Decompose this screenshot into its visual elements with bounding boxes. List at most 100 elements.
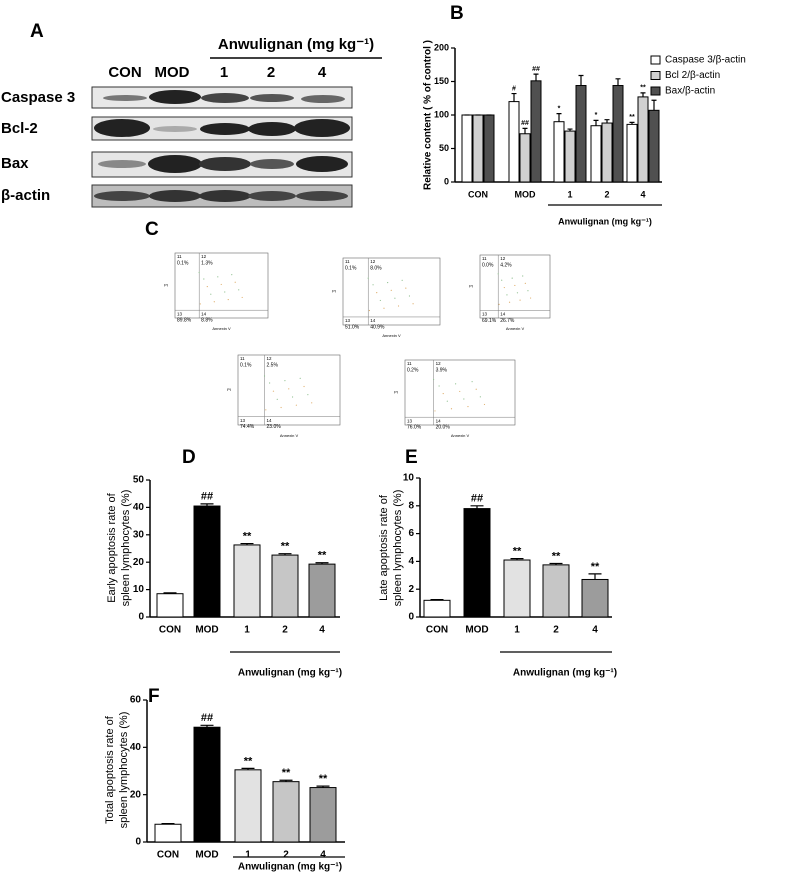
quadrant-percent: 0.0% <box>482 262 494 268</box>
y-tick-label: 150 <box>434 76 449 86</box>
bar <box>508 101 520 183</box>
flow-dot <box>508 301 511 303</box>
bar <box>463 508 491 618</box>
flow-dot <box>511 277 513 279</box>
flow-plot-frame <box>342 257 441 326</box>
quadrant-id: 11 <box>345 259 350 264</box>
x-tick-label: CON <box>159 625 181 636</box>
y-tick-label: 20 <box>130 789 142 800</box>
flow-dot <box>401 279 403 281</box>
bar <box>503 559 531 618</box>
x-axis-label: Anwulignan (mg kg⁻¹) <box>238 862 342 873</box>
x-tick-label: 2 <box>282 625 288 636</box>
significance-mark: ** <box>513 546 522 558</box>
y-tick-label: 8 <box>408 500 414 511</box>
flow-dot <box>412 303 414 305</box>
flow-x-label: Annexin V <box>506 326 525 331</box>
flow-dot <box>387 281 389 284</box>
error-bar <box>604 119 610 124</box>
flow-dot <box>241 296 243 299</box>
flow-dot <box>227 298 229 301</box>
panel-label: C <box>145 219 159 240</box>
x-tick-label: MOD <box>515 189 536 199</box>
y-tick-label: 0 <box>408 612 414 623</box>
blot-row-label: Bcl-2 <box>1 120 38 137</box>
significance-mark: ## <box>521 120 529 127</box>
flow-dot <box>383 307 385 309</box>
flow-dot <box>203 278 205 280</box>
flow-dot <box>198 271 200 274</box>
panel-label: B <box>450 3 464 24</box>
bar <box>519 133 531 183</box>
y-tick-label: 200 <box>434 42 449 52</box>
y-tick-label: 40 <box>130 742 142 753</box>
error-bar <box>470 505 484 509</box>
flow-dot <box>220 283 222 286</box>
quadrant-id: 13 <box>345 318 351 323</box>
quadrant-id: 12 <box>370 259 376 264</box>
panel-label: E <box>405 447 418 468</box>
quadrant-id: 13 <box>482 312 488 317</box>
bar <box>626 123 638 183</box>
significance-mark: ** <box>282 767 291 779</box>
error-bar <box>567 128 573 132</box>
x-axis-label: Anwulignan (mg kg⁻¹) <box>238 668 342 679</box>
bar <box>272 781 300 843</box>
quadrant-id: 11 <box>407 361 412 366</box>
bar <box>483 114 495 183</box>
flow-dot <box>446 400 448 402</box>
quadrant-percent: 0.1% <box>240 362 252 368</box>
flow-dot <box>299 377 301 379</box>
bar <box>234 769 262 843</box>
flow-dot <box>527 290 529 292</box>
flow-dot <box>372 284 374 286</box>
y-tick-label: 10 <box>133 584 145 595</box>
flow-dot <box>284 380 286 382</box>
flow-dot <box>311 402 313 404</box>
flow-dot <box>519 299 521 301</box>
flow-dot <box>269 382 271 384</box>
significance-mark: ** <box>640 85 646 92</box>
y-tick-label: 2 <box>408 584 414 595</box>
flow-dot <box>206 285 208 288</box>
error-bar <box>279 779 293 782</box>
quadrant-percent: 89.8% <box>177 318 192 324</box>
significance-mark: * <box>595 112 598 119</box>
flow-dot <box>210 293 212 295</box>
significance-mark: ** <box>243 530 252 542</box>
y-tick-label: 0 <box>444 176 449 186</box>
bar <box>271 554 299 618</box>
flow-dot <box>394 297 396 299</box>
significance-mark: ** <box>552 550 561 562</box>
flow-dot <box>483 403 486 406</box>
flow-dot <box>475 388 477 390</box>
y-tick-label: 100 <box>434 109 449 119</box>
error-bar <box>578 74 584 86</box>
y-axis-label: Early apoptosis rate of <box>106 492 118 602</box>
bar <box>472 114 484 183</box>
quadrant-percent: 40.9% <box>370 324 385 330</box>
flow-dot <box>397 305 400 307</box>
error-bar <box>651 99 657 111</box>
flow-plot-frame <box>404 359 516 426</box>
quadrant-id: 14 <box>201 311 207 316</box>
flow-dot <box>516 292 519 294</box>
bar <box>530 80 542 183</box>
flow-dot <box>463 398 465 400</box>
blot-header: Anwulignan (mg kg⁻¹) <box>218 36 374 53</box>
bar <box>542 564 570 618</box>
flow-dot <box>231 274 233 276</box>
flow-dot <box>471 381 473 383</box>
quadrant-percent: 69.1% <box>482 318 497 324</box>
error-bar <box>240 542 254 545</box>
bar <box>423 599 451 618</box>
flow-dot <box>459 390 461 393</box>
bar <box>564 130 576 183</box>
quadrant-id: 12 <box>201 254 207 259</box>
x-tick-label: MOD <box>195 625 218 636</box>
flow-x-label: Annexin V <box>280 433 299 438</box>
bar <box>461 114 473 183</box>
flow-dot <box>263 375 266 377</box>
flow-dot <box>390 289 392 291</box>
